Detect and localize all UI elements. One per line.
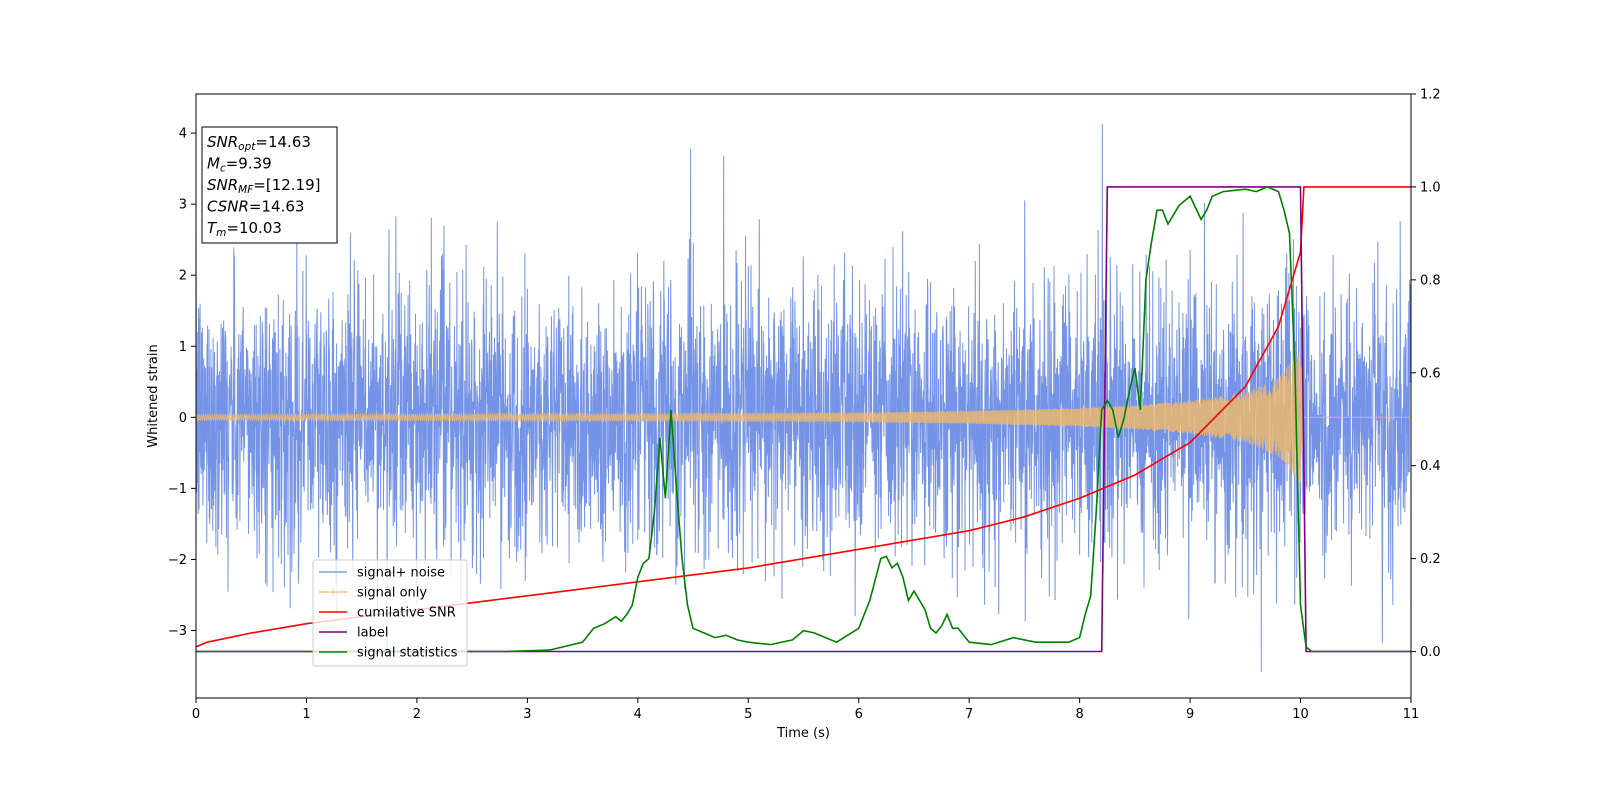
info-line: CSNR=14.63 [207, 198, 304, 216]
x-tick-label: 0 [192, 707, 200, 722]
legend-item: signal only [319, 586, 427, 601]
y-left-tick-label: −1 [168, 482, 187, 497]
signal-only-line [196, 352, 1411, 483]
x-tick-label: 1 [302, 707, 310, 722]
y-right-tick-label: 0.8 [1420, 273, 1441, 288]
x-axis-ticks: 0 1 2 3 4 5 6 7 8 9 10 11 [192, 698, 1419, 722]
y-axis-left-ticks: −3 −2 −1 0 1 2 3 4 [168, 127, 196, 639]
y-left-tick-label: 3 [179, 198, 187, 213]
legend-label: signal only [357, 586, 427, 601]
info-line: SNRMF=[12.19] [207, 176, 321, 196]
x-tick-label: 7 [965, 707, 973, 722]
info-line: SNRopt=14.63 [207, 133, 311, 153]
legend-item: signal+ noise [319, 566, 445, 581]
y-right-tick-label: 0.6 [1420, 366, 1441, 381]
info-line: Tm=10.03 [207, 219, 282, 239]
legend-item: signal statistics [319, 646, 458, 661]
series-signal-noise [196, 123, 1411, 672]
legend-label: signal+ noise [357, 566, 445, 581]
series-signal-only [196, 352, 1411, 483]
x-tick-label: 9 [1186, 707, 1194, 722]
info-box-frame [201, 126, 338, 244]
x-axis-label: Time (s) [776, 726, 830, 741]
y-left-tick-label: −2 [168, 553, 187, 568]
legend-label: label [357, 626, 388, 641]
x-tick-label: 6 [855, 707, 863, 722]
x-tick-label: 11 [1403, 707, 1420, 722]
y-left-tick-label: 2 [179, 269, 187, 284]
y-axis-right-ticks: 0.0 0.2 0.4 0.6 0.8 1.0 1.2 [1411, 88, 1441, 660]
legend-label: cumilative SNR [357, 606, 456, 621]
signal-noise-line [196, 123, 1411, 672]
x-tick-label: 10 [1292, 707, 1309, 722]
legend-frame [312, 559, 468, 667]
legend: signal+ noise signal only cumilative SNR la… [312, 559, 468, 667]
legend-label: signal statistics [357, 646, 458, 661]
x-tick-label: 3 [523, 707, 531, 722]
x-tick-label: 8 [1075, 707, 1083, 722]
x-tick-label: 2 [413, 707, 421, 722]
y-left-tick-label: 4 [179, 127, 187, 142]
y-right-tick-label: 1.2 [1420, 88, 1441, 103]
y-axis-label: Whitened strain [146, 344, 161, 447]
x-tick-label: 5 [744, 707, 752, 722]
y-right-tick-label: 0.2 [1420, 552, 1441, 567]
y-left-tick-label: −3 [168, 624, 187, 639]
y-right-tick-label: 0.0 [1420, 645, 1441, 660]
series-line-signal-statistics [196, 186, 1411, 653]
y-left-tick-label: 0 [179, 411, 187, 426]
legend-item: label [319, 626, 388, 641]
x-tick-label: 4 [634, 707, 642, 722]
y-left-tick-label: 1 [179, 340, 187, 355]
legend-item: cumilative SNR [319, 606, 456, 621]
plot-frame [195, 93, 1412, 699]
y-right-tick-label: 0.4 [1420, 459, 1441, 474]
info-line: Mc=9.39 [207, 155, 272, 175]
y-right-tick-label: 1.0 [1420, 180, 1441, 195]
